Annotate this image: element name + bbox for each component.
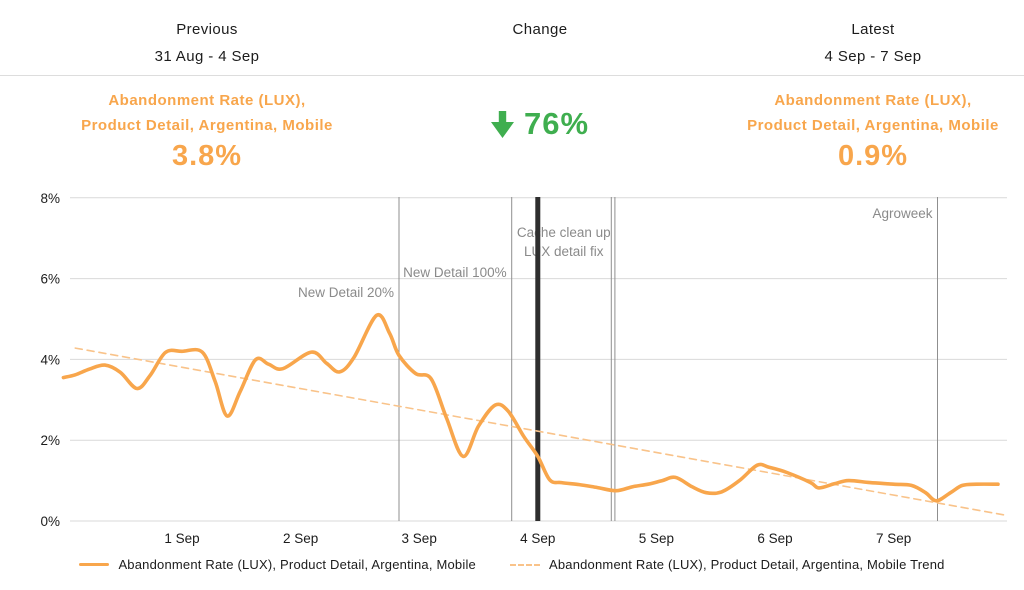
latest-metric-block: Abandonment Rate (LUX), Product Detail, … bbox=[708, 76, 1024, 173]
trend-line-swatch bbox=[509, 563, 540, 566]
abandonment-rate-chart: 8% 6% 4% 2% 0% 1 Sep 2 Sep 3 Sep 4 Sep 5 Sep 6 Sep… bbox=[0, 185, 1024, 590]
previous-metric-block: Abandonment Rate (LUX), Product Detail, … bbox=[42, 76, 372, 173]
previous-date-range: 31 Aug - 4 Sep bbox=[154, 48, 260, 65]
y-tick-label: 0% bbox=[40, 514, 60, 529]
trend-line-path bbox=[74, 347, 1005, 516]
series-line-path bbox=[61, 312, 1000, 503]
previous-label: Previous bbox=[176, 21, 238, 38]
latest-date-range: 4 Sep - 7 Sep bbox=[824, 48, 922, 65]
change-metric-block: 76% bbox=[440, 106, 640, 142]
legend-item-trend: Abandonment Rate (LUX), Product Detail, … bbox=[509, 557, 945, 572]
legend-trend-label: Abandonment Rate (LUX), Product Detail, … bbox=[548, 557, 945, 572]
change-column: Change bbox=[440, 0, 640, 38]
x-tick-label: 5 Sep bbox=[639, 531, 674, 546]
previous-metric-value: 3.8% bbox=[171, 140, 243, 172]
latest-metric-name-line2: Product Detail, Argentina, Mobile bbox=[747, 117, 999, 134]
y-tick-label: 4% bbox=[40, 352, 60, 367]
latest-label: Latest bbox=[851, 21, 895, 38]
change-metric-value: 76% bbox=[523, 106, 590, 141]
annotation-label-cache-clean-up-lux-detail-fix: LUX detail fix bbox=[524, 244, 604, 259]
comparison-header: Previous 31 Aug - 4 Sep Change Latest 4 … bbox=[0, 0, 1024, 76]
previous-metric-name-line2: Product Detail, Argentina, Mobile bbox=[81, 117, 333, 134]
legend-series-label: Abandonment Rate (LUX), Product Detail, … bbox=[118, 557, 476, 572]
down-arrow-icon bbox=[490, 110, 514, 138]
x-tick-label: 3 Sep bbox=[402, 531, 437, 546]
latest-metric-name-line1: Abandonment Rate (LUX), bbox=[774, 92, 972, 109]
annotation-label-new-detail-100: New Detail 100% bbox=[403, 265, 507, 280]
previous-metric-name-line1: Abandonment Rate (LUX), bbox=[108, 92, 306, 109]
y-tick-label: 8% bbox=[40, 191, 60, 206]
y-tick-label: 6% bbox=[40, 272, 60, 287]
change-label: Change bbox=[512, 21, 568, 38]
latest-metric-value: 0.9% bbox=[837, 140, 909, 172]
legend-item-series: Abandonment Rate (LUX), Product Detail, … bbox=[79, 557, 476, 572]
latest-period-column: Latest 4 Sep - 7 Sep bbox=[723, 0, 1023, 65]
previous-period-column: Previous 31 Aug - 4 Sep bbox=[57, 0, 357, 65]
annotation-label-agroweek: Agroweek bbox=[872, 206, 932, 221]
x-tick-label: 6 Sep bbox=[757, 531, 792, 546]
chart-legend: Abandonment Rate (LUX), Product Detail, … bbox=[0, 557, 1024, 572]
chart-canvas: 8% 6% 4% 2% 0% 1 Sep 2 Sep 3 Sep 4 Sep 5 Sep 6 Sep… bbox=[40, 191, 1007, 546]
y-tick-label: 2% bbox=[40, 433, 60, 448]
x-tick-label: 2 Sep bbox=[283, 531, 318, 546]
series-line-swatch bbox=[79, 563, 110, 566]
annotation-label-new-detail-20: New Detail 20% bbox=[298, 285, 394, 300]
x-tick-label: 7 Sep bbox=[876, 531, 911, 546]
metric-summary-row: Abandonment Rate (LUX), Product Detail, … bbox=[0, 76, 1024, 185]
x-tick-label: 1 Sep bbox=[164, 531, 199, 546]
annotation-label-cache-clean-up-lux-detail-fix: Cache clean up bbox=[517, 225, 611, 240]
x-tick-label: 4 Sep bbox=[520, 531, 555, 546]
